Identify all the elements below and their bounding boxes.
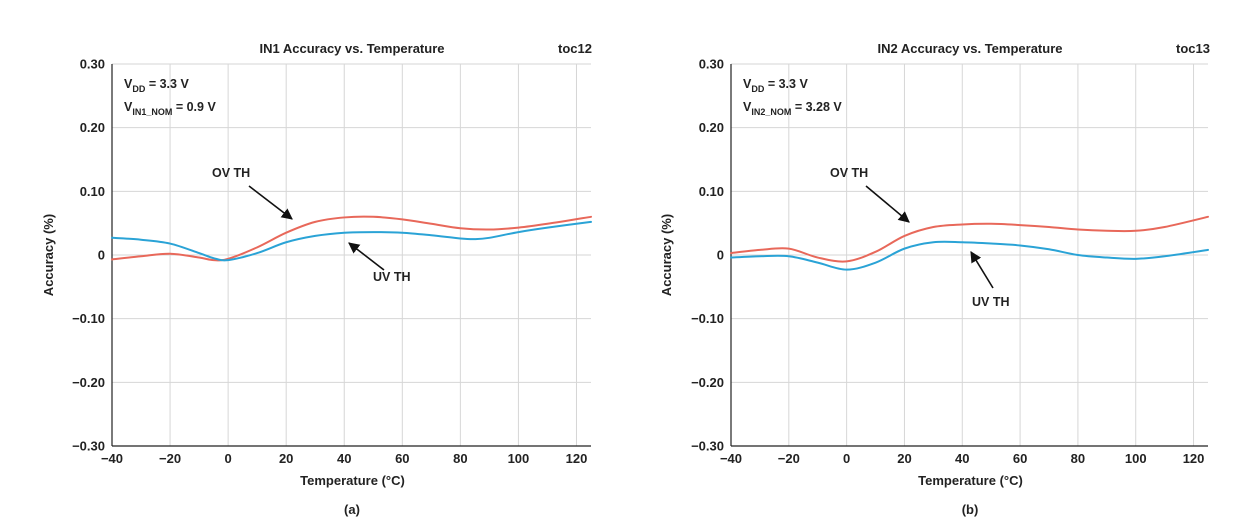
condition-label: VDD = 3.3 V xyxy=(743,77,808,94)
x-tick-label: 20 xyxy=(897,451,911,466)
series-line-ov-th xyxy=(111,215,592,262)
y-tick-label: −0.10 xyxy=(691,311,724,326)
y-tick-label: −0.20 xyxy=(691,375,724,390)
x-tick-label: 80 xyxy=(453,451,467,466)
annotation-arrow xyxy=(865,185,910,223)
y-tick-label: −0.10 xyxy=(72,311,105,326)
y-tick-label: 0.30 xyxy=(80,57,105,72)
x-tick-label: 120 xyxy=(566,451,588,466)
y-axis-title: Accuracy (%) xyxy=(41,214,56,296)
chart-tag: toc13 xyxy=(1176,41,1210,56)
annotation-arrow xyxy=(348,242,385,271)
x-tick-label: 120 xyxy=(1183,451,1205,466)
x-tick-label: 20 xyxy=(279,451,293,466)
y-tick-label: 0 xyxy=(717,248,724,263)
chart-title: IN2 Accuracy vs. Temperature xyxy=(878,41,1063,56)
annotation-label: UV TH xyxy=(972,295,1010,309)
x-tick-label: 40 xyxy=(337,451,351,466)
chart-tag: toc12 xyxy=(558,41,592,56)
condition-label: VIN2_NOM = 3.28 V xyxy=(743,100,842,117)
x-tick-label: 40 xyxy=(955,451,969,466)
x-tick-label: 0 xyxy=(225,451,232,466)
condition-label: VIN1_NOM = 0.9 V xyxy=(124,100,216,117)
annotation-arrow xyxy=(248,185,293,220)
y-tick-label: −0.30 xyxy=(691,439,724,454)
y-tick-label: 0.10 xyxy=(80,184,105,199)
y-tick-label: 0.20 xyxy=(699,120,724,135)
annotation-label: UV TH xyxy=(373,270,411,284)
chart-panel-1: 0.30 0.20 0.10 0 −0.10 −0.20 −0.30−40 −20 0 20 40 6… xyxy=(41,41,592,517)
chart-caption: (a) xyxy=(344,502,360,517)
chart-caption: (b) xyxy=(962,502,979,517)
x-tick-label: 80 xyxy=(1071,451,1085,466)
y-tick-label: −0.30 xyxy=(72,439,105,454)
x-tick-label: 60 xyxy=(395,451,409,466)
x-tick-label: −40 xyxy=(101,451,123,466)
y-tick-label: −0.20 xyxy=(72,375,105,390)
y-tick-label: 0.20 xyxy=(80,120,105,135)
x-tick-label: 0 xyxy=(843,451,850,466)
annotation-label: OV TH xyxy=(830,166,868,180)
annotation-arrow xyxy=(970,251,994,289)
x-tick-label: −20 xyxy=(778,451,800,466)
x-tick-label: 100 xyxy=(1125,451,1147,466)
x-axis-title: Temperature (°C) xyxy=(918,473,1023,488)
series-line-uv-th xyxy=(111,220,592,262)
condition-label: VDD = 3.3 V xyxy=(124,77,189,94)
x-tick-label: 60 xyxy=(1013,451,1027,466)
chart-panel-2: 0.30 0.20 0.10 0 −0.10 −0.20 −0.30−40 −20 0 20 40 6… xyxy=(659,41,1210,517)
x-tick-label: 100 xyxy=(508,451,530,466)
y-tick-label: 0.10 xyxy=(699,184,724,199)
series-line-ov-th xyxy=(730,215,1209,263)
x-tick-label: −20 xyxy=(159,451,181,466)
x-axis-title: Temperature (°C) xyxy=(300,473,405,488)
y-tick-label: 0 xyxy=(98,248,105,263)
chart-title: IN1 Accuracy vs. Temperature xyxy=(260,41,445,56)
y-tick-label: 0.30 xyxy=(699,57,724,72)
series-line-uv-th xyxy=(730,240,1209,271)
y-axis-title: Accuracy (%) xyxy=(659,214,674,296)
annotation-label: OV TH xyxy=(212,166,250,180)
x-tick-label: −40 xyxy=(720,451,742,466)
